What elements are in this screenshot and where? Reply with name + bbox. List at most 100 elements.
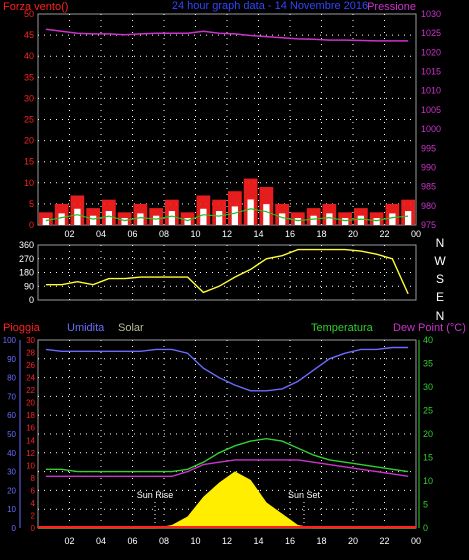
rain-tick-label: 6 [31, 486, 36, 495]
wind-tick-label: 10 [24, 178, 34, 188]
temp-humidity-chart: 0102030405060708090100024681012141618202… [3, 335, 433, 546]
humidity-tick-label: 30 [7, 468, 16, 477]
rain-tick-label: 22 [26, 386, 35, 395]
gust-bar [294, 218, 302, 225]
compass-letter: E [436, 290, 444, 304]
x-tick-label: 02 [64, 229, 74, 239]
x-tick-label: 22 [379, 536, 389, 546]
pressure-tick-label: 1015 [421, 67, 441, 77]
humidity-tick-label: 10 [7, 505, 16, 514]
temp-tick-label: 30 [423, 382, 433, 392]
humidity-tick-label: 20 [7, 486, 16, 495]
wind-tick-label: 15 [24, 157, 34, 167]
wind-direction-frame [37, 244, 417, 301]
x-tick-label: 14 [253, 229, 263, 239]
gust-bar [341, 218, 349, 225]
gust-bar [168, 211, 176, 225]
humidity-tick-label: 0 [12, 524, 17, 533]
gust-bar [389, 213, 396, 225]
gust-bar [404, 211, 412, 225]
gust-bar [74, 208, 81, 225]
rain-tick-label: 10 [26, 461, 35, 470]
x-tick-label: 16 [285, 229, 295, 239]
gust-bar [231, 206, 239, 225]
rain-tick-label: 26 [26, 361, 35, 370]
pressure-tick-label: 1020 [421, 47, 441, 57]
temperature-label: Temperatura [311, 322, 374, 334]
gust-bar [263, 204, 270, 225]
wind-tick-label: 50 [24, 9, 34, 19]
compass-letter: W [434, 254, 446, 268]
x-tick-label: 08 [159, 536, 169, 546]
compass-letter: N [436, 309, 445, 323]
pressure-axis-title: Pressione [367, 1, 416, 13]
pressure-tick-label: 1030 [421, 9, 441, 19]
x-tick-label: 12 [222, 536, 232, 546]
x-tick-label: 04 [96, 229, 106, 239]
pressure-tick-label: 1010 [421, 86, 441, 96]
wind-direction-chart: 0 90 180 270 360 [19, 240, 417, 305]
x-tick-label: 22 [379, 229, 389, 239]
temp-tick-label: 40 [423, 335, 433, 345]
x-tick-label: 12 [222, 229, 232, 239]
temp-tick-label: 10 [423, 476, 433, 486]
compass-letter: S [436, 272, 444, 286]
wind-tick-label: 5 [29, 199, 34, 209]
pressure-tick-label: 975 [421, 220, 436, 230]
pressure-tick-label: 985 [421, 182, 436, 192]
temp-tick-label: 20 [423, 429, 433, 439]
x-tick-label: 10 [190, 536, 200, 546]
pressure-tick-label: 980 [421, 201, 436, 211]
x-tick-label: 04 [96, 536, 106, 546]
temp-tick-label: 35 [423, 359, 433, 369]
x-tick-label: 00 [411, 536, 421, 546]
direction-tick-label: 90 [24, 281, 34, 291]
humidity-tick-label: 90 [7, 355, 16, 364]
wind-tick-label: 20 [24, 136, 34, 146]
rain-tick-label: 4 [31, 499, 36, 508]
temp-tick-label: 0 [423, 523, 428, 533]
x-tick-label: 02 [64, 536, 74, 546]
gust-bar [58, 213, 65, 225]
humidity-line [45, 346, 409, 392]
gust-bar [357, 215, 365, 225]
rain-tick-label: 18 [26, 411, 35, 420]
rain-tick-label: 2 [31, 511, 36, 520]
temp-tick-label: 15 [423, 453, 433, 463]
gust-bar [278, 213, 286, 225]
sun-set-annotation: Sun Set [288, 490, 321, 500]
x-tick-label: 08 [159, 229, 169, 239]
gust-bar [200, 208, 207, 225]
compass-letter: N [436, 236, 445, 250]
rain-label: Pioggia [3, 322, 41, 334]
humidity-tick-label: 50 [7, 430, 16, 439]
x-tick-label: 18 [316, 536, 326, 546]
x-tick-label: 14 [253, 536, 263, 546]
direction-tick-label: 0 [29, 295, 34, 305]
rain-tick-label: 30 [26, 336, 35, 345]
humidity-tick-label: 60 [7, 411, 16, 420]
solar-area [38, 471, 416, 529]
rain-tick-label: 14 [26, 436, 35, 445]
rain-tick-label: 24 [26, 374, 35, 383]
solar-label: Solar [118, 322, 144, 334]
pressure-tick-label: 1025 [421, 28, 441, 38]
temp-tick-label: 25 [423, 406, 433, 416]
pressure-tick-label: 1005 [421, 105, 441, 115]
x-tick-label: 20 [348, 229, 358, 239]
rain-tick-label: 28 [26, 349, 35, 358]
wind-tick-label: 30 [24, 93, 34, 103]
gust-bar [42, 218, 50, 225]
direction-tick-label: 270 [19, 254, 34, 264]
sun-rise-annotation: Sun Rise [137, 490, 174, 500]
gust-bar [137, 213, 144, 225]
pressure-tick-label: 995 [421, 143, 436, 153]
gust-bar [152, 215, 160, 225]
temperature-line [45, 437, 409, 473]
wind-axis-title: Forza vento() [3, 1, 68, 13]
wind-tick-label: 25 [24, 115, 34, 125]
gust-bar [310, 215, 317, 225]
humidity-tick-label: 70 [7, 392, 16, 401]
